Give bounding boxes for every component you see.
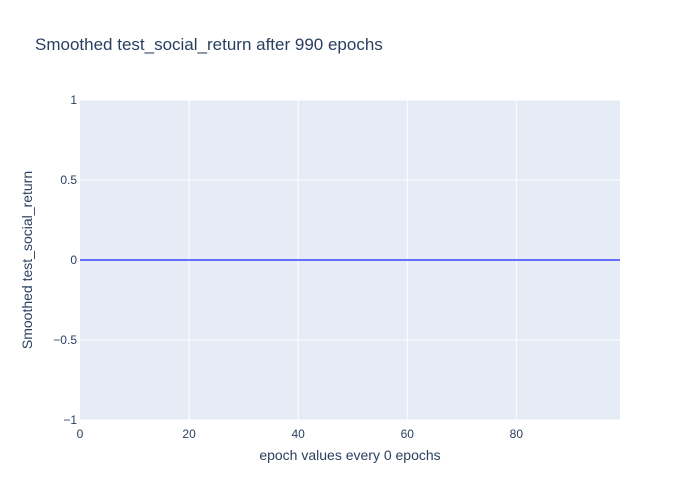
x-tick-label: 40 <box>292 427 306 441</box>
x-tick-label: 20 <box>182 427 196 441</box>
y-tick-label: 0 <box>70 253 77 267</box>
y-tick-label: 1 <box>70 93 77 107</box>
x-tick-label: 60 <box>401 427 415 441</box>
x-axis: 0 20 40 60 80 <box>77 427 524 441</box>
y-tick-label: 0.5 <box>60 173 77 187</box>
y-axis-title: Smoothed test_social_return <box>19 171 35 349</box>
y-axis: −1 −0.5 0 0.5 1 <box>53 93 77 427</box>
y-tick-label: −0.5 <box>53 333 77 347</box>
x-tick-label: 80 <box>510 427 524 441</box>
y-tick-label: −1 <box>63 413 77 427</box>
x-axis-title: epoch values every 0 epochs <box>259 447 440 463</box>
x-tick-label: 0 <box>77 427 84 441</box>
chart-title: Smoothed test_social_return after 990 ep… <box>35 35 383 54</box>
